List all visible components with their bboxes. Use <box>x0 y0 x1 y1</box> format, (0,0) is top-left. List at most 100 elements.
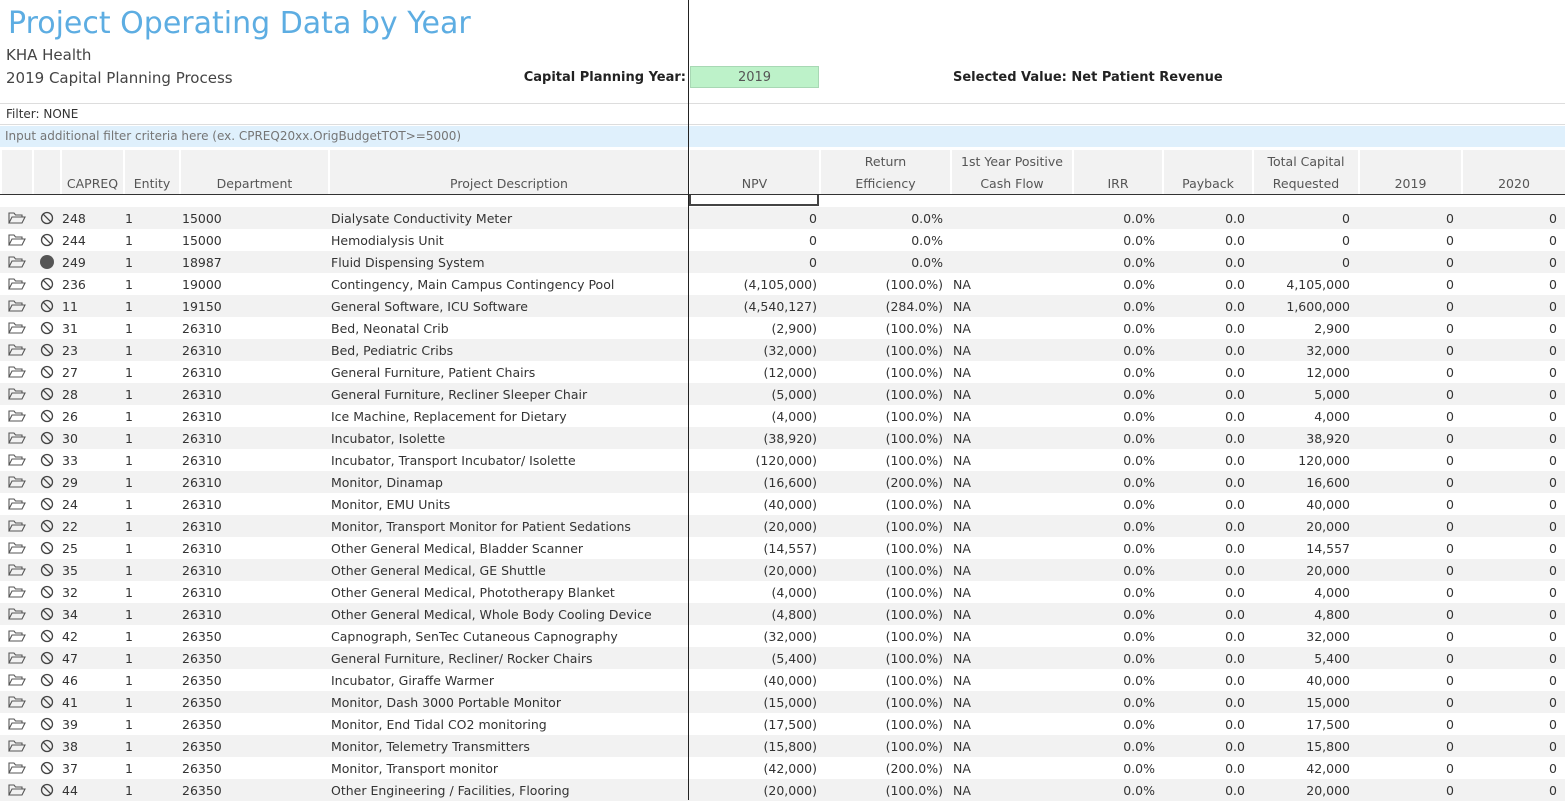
cell-desc[interactable]: Other General Medical, Bladder Scanner <box>331 541 584 556</box>
cell-irr[interactable]: 0.0% <box>1123 211 1155 226</box>
cell-ret[interactable]: (100.0%) <box>885 739 943 754</box>
cell-dept[interactable]: 26310 <box>182 343 222 358</box>
table-row[interactable]: 244 1 15000 Hemodialysis Unit 0 0.0% 0.0% 0.0 0 0… <box>0 229 1565 251</box>
cell-dept[interactable]: 26350 <box>182 651 222 666</box>
cell-desc[interactable]: Other General Medical, GE Shuttle <box>331 563 546 578</box>
open-folder-icon[interactable] <box>8 718 26 730</box>
open-folder-icon[interactable] <box>8 212 26 224</box>
cell-ret[interactable]: (284.0%) <box>885 299 943 314</box>
capital-planning-year-input[interactable]: 2019 <box>690 66 819 88</box>
cell-desc[interactable]: General Furniture, Recliner Sleeper Chai… <box>331 387 588 402</box>
cell-npv[interactable]: (2,900) <box>771 321 817 336</box>
cell-irr[interactable]: 0.0% <box>1123 607 1155 622</box>
cell-pay[interactable]: 0.0 <box>1225 255 1245 270</box>
no-entry-icon[interactable] <box>40 695 54 709</box>
cell-desc[interactable]: Dialysate Conductivity Meter <box>331 211 513 226</box>
cell-npv[interactable]: (120,000) <box>755 453 817 468</box>
cell-entity[interactable]: 1 <box>125 255 133 270</box>
cell-irr[interactable]: 0.0% <box>1123 563 1155 578</box>
no-entry-icon[interactable] <box>40 431 54 445</box>
cell-desc[interactable]: Bed, Pediatric Cribs <box>331 343 454 358</box>
cell-cash[interactable]: NA <box>953 409 971 424</box>
cell-y19[interactable]: 0 <box>1446 585 1454 600</box>
cell-dept[interactable]: 26350 <box>182 717 222 732</box>
cell-irr[interactable]: 0.0% <box>1123 651 1155 666</box>
cell-dept[interactable]: 19150 <box>182 299 222 314</box>
no-entry-icon[interactable] <box>40 343 54 357</box>
table-row[interactable]: 39 1 26350 Monitor, End Tidal CO2 monitorin… <box>0 713 1565 735</box>
column-header-irr[interactable]: IRR <box>1072 150 1162 194</box>
no-entry-icon[interactable] <box>40 783 54 797</box>
cell-y20[interactable]: 0 <box>1549 563 1557 578</box>
column-header-capreq[interactable]: CAPREQ <box>60 150 123 194</box>
cell-y19[interactable]: 0 <box>1446 299 1454 314</box>
cell-y19[interactable]: 0 <box>1446 211 1454 226</box>
open-folder-icon[interactable] <box>8 454 26 466</box>
cell-ret[interactable]: (100.0%) <box>885 651 943 666</box>
column-header-icon2[interactable] <box>32 150 60 194</box>
cell-pay[interactable]: 0.0 <box>1225 211 1245 226</box>
cell-ret[interactable]: (100.0%) <box>885 629 943 644</box>
cell-dept[interactable]: 26310 <box>182 519 222 534</box>
cell-entity[interactable]: 1 <box>125 761 133 776</box>
open-folder-icon[interactable] <box>8 520 26 532</box>
cell-y19[interactable]: 0 <box>1446 453 1454 468</box>
cell-cash[interactable]: NA <box>953 497 971 512</box>
cell-entity[interactable]: 1 <box>125 387 133 402</box>
cell-y19[interactable]: 0 <box>1446 607 1454 622</box>
no-entry-icon[interactable] <box>40 607 54 621</box>
no-entry-icon[interactable] <box>40 321 54 335</box>
open-folder-icon[interactable] <box>8 476 26 488</box>
cell-y20[interactable]: 0 <box>1549 629 1557 644</box>
cell-entity[interactable]: 1 <box>125 607 133 622</box>
cell-pay[interactable]: 0.0 <box>1225 585 1245 600</box>
table-row[interactable]: 42 1 26350 Capnograph, SenTec Cutaneous Cap… <box>0 625 1565 647</box>
cell-entity[interactable]: 1 <box>125 321 133 336</box>
cell-y20[interactable]: 0 <box>1549 299 1557 314</box>
no-entry-icon[interactable] <box>40 475 54 489</box>
cell-entity[interactable]: 1 <box>125 365 133 380</box>
cell-cash[interactable]: NA <box>953 607 971 622</box>
cell-desc[interactable]: Contingency, Main Campus Contingency Poo… <box>331 277 615 292</box>
column-header-entity[interactable]: Entity <box>123 150 179 194</box>
cell-ret[interactable]: (100.0%) <box>885 673 943 688</box>
cell-pay[interactable]: 0.0 <box>1225 497 1245 512</box>
cell-ret[interactable]: (100.0%) <box>885 563 943 578</box>
cell-tot[interactable]: 32,000 <box>1306 629 1350 644</box>
cell-dept[interactable]: 26310 <box>182 365 222 380</box>
no-entry-icon[interactable] <box>40 277 54 291</box>
open-folder-icon[interactable] <box>8 762 26 774</box>
open-folder-icon[interactable] <box>8 388 26 400</box>
cell-irr[interactable]: 0.0% <box>1123 673 1155 688</box>
cell-ret[interactable]: (100.0%) <box>885 321 943 336</box>
cell-entity[interactable]: 1 <box>125 233 133 248</box>
table-row[interactable]: 41 1 26350 Monitor, Dash 3000 Portable Moni… <box>0 691 1565 713</box>
cell-y20[interactable]: 0 <box>1549 343 1557 358</box>
cell-npv[interactable]: (42,000) <box>763 761 818 776</box>
cell-entity[interactable]: 1 <box>125 497 133 512</box>
open-folder-icon[interactable] <box>8 740 26 752</box>
open-folder-icon[interactable] <box>8 630 26 642</box>
cell-npv[interactable]: (15,800) <box>763 739 818 754</box>
cell-entity[interactable]: 1 <box>125 717 133 732</box>
cell-desc[interactable]: Fluid Dispensing System <box>331 255 485 270</box>
column-header-y19[interactable]: 2019 <box>1358 150 1461 194</box>
open-folder-icon[interactable] <box>8 344 26 356</box>
cell-npv[interactable]: 0 <box>809 255 817 270</box>
cell-tot[interactable]: 17,500 <box>1306 717 1350 732</box>
cell-pay[interactable]: 0.0 <box>1225 695 1245 710</box>
cell-dept[interactable]: 26310 <box>182 409 222 424</box>
table-row[interactable]: 26 1 26310 Ice Machine, Replacement for Die… <box>0 405 1565 427</box>
table-row[interactable]: 31 1 26310 Bed, Neonatal Crib (2,900) (100.0%… <box>0 317 1565 339</box>
cell-desc[interactable]: Other General Medical, Phototherapy Blan… <box>331 585 615 600</box>
cell-desc[interactable]: General Furniture, Recliner/ Rocker Chai… <box>331 651 593 666</box>
cell-capreq[interactable]: 28 <box>62 387 78 402</box>
open-folder-icon[interactable] <box>8 234 26 246</box>
no-entry-icon[interactable] <box>40 211 54 225</box>
cell-pay[interactable]: 0.0 <box>1225 563 1245 578</box>
cell-npv[interactable]: (32,000) <box>763 343 818 358</box>
cell-desc[interactable]: Hemodialysis Unit <box>331 233 444 248</box>
cell-ret[interactable]: (100.0%) <box>885 783 943 798</box>
cell-entity[interactable]: 1 <box>125 409 133 424</box>
cell-dept[interactable]: 26310 <box>182 475 222 490</box>
